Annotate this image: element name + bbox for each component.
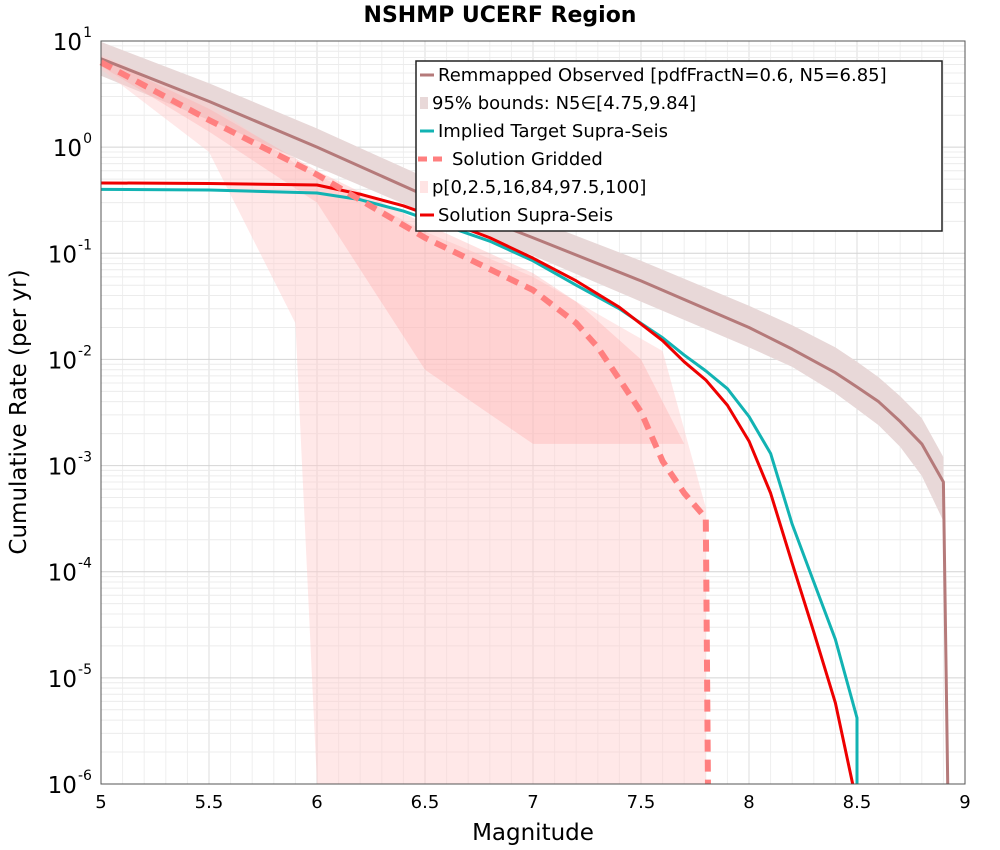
bounds-95-band [101,41,944,522]
y-tick-exponent: -4 [78,556,92,572]
y-tick-exponent: -1 [78,237,92,253]
legend-label: 95% bounds: N5∈[4.75,9.84] [432,93,696,114]
y-tick-label: 10 [48,455,77,481]
x-tick-label: 8.5 [843,792,872,813]
legend-label: Remmapped Observed [pdfFractN=0.6, N5=6.… [438,65,887,86]
x-tick-label: 7.5 [627,792,656,813]
x-tick-label: 6.5 [411,792,440,813]
y-tick-exponent: -2 [78,343,92,359]
y-tick-label: 10 [53,136,82,162]
legend-label: p[0,2.5,16,84,97.5,100] [432,177,646,198]
legend-label: Implied Target Supra-Seis [438,121,668,142]
x-tick-label: 7 [527,792,538,813]
y-axis-label: Cumulative Rate (per yr) [6,269,32,554]
y-tick-exponent: 0 [83,131,92,147]
percentile-band-2 [101,57,706,444]
plot-frame [100,40,966,785]
y-tick-label: 10 [48,348,77,374]
y-tick-label: 10 [48,242,77,268]
x-tick-label: 8 [743,792,754,813]
y-tick-exponent: -3 [78,450,92,466]
grid [100,41,966,785]
legend-swatch [420,181,428,193]
y-tick-label: 10 [48,667,77,693]
solution-supra-seis-line [100,181,855,785]
y-tick-exponent: -5 [78,662,92,678]
chart-title: NSHMP UCERF Region [364,3,637,28]
x-tick-label: 5.5 [195,792,224,813]
y-tick-exponent: 1 [83,25,92,41]
percentile-band-1 [101,54,706,784]
plot-area [99,41,950,785]
legend-swatch [420,97,428,109]
observed-line [100,57,950,785]
x-tick-label: 9 [959,792,970,813]
solution-gridded-line [99,59,711,785]
y-tick-label: 10 [48,773,77,799]
y-tick-exponent: -6 [78,768,92,784]
y-tick-label: 10 [53,30,82,56]
x-axis-ticks: 5 5.5 6 6.5 7 7.5 8 8.5 9 [95,792,970,813]
legend-box [415,60,943,232]
y-tick-label: 10 [48,561,77,587]
legend-label: Solution Supra-Seis [438,205,613,226]
legend: Remmapped Observed [pdfFractN=0.6, N5=6.… [415,60,943,232]
x-axis-label: Magnitude [472,820,594,846]
legend-label: Solution Gridded [452,149,603,170]
implied-target-line [100,187,859,784]
x-tick-label: 5 [95,792,106,813]
x-tick-label: 6 [311,792,322,813]
